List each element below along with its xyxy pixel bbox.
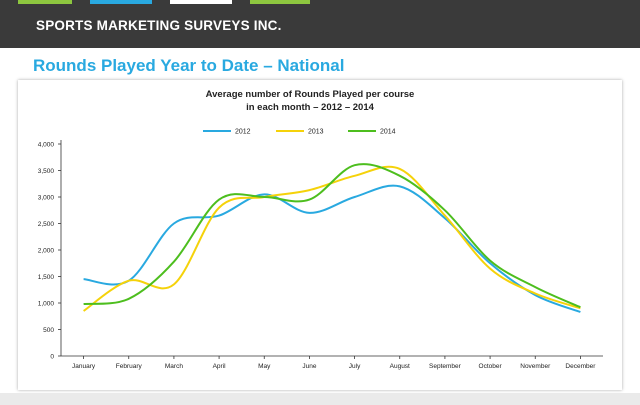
section-title: Rounds Played Year to Date – National xyxy=(33,56,345,75)
line-chart: Average number of Rounds Played per cour… xyxy=(38,89,603,370)
header-stripe-green-2 xyxy=(250,0,310,4)
series-line-2014 xyxy=(83,163,581,309)
y-tick-label: 2,000 xyxy=(38,248,55,255)
y-tick-label: 3,000 xyxy=(38,195,55,202)
x-tick-label: September xyxy=(429,363,462,370)
chart-panel: Average number of Rounds Played per cour… xyxy=(18,80,622,390)
header-stripe-white xyxy=(170,0,232,4)
x-tick-label: February xyxy=(116,363,143,370)
footer-band xyxy=(0,393,640,405)
chart-legend: 2012 2013 2014 xyxy=(203,129,396,136)
chart-axes: 0 500 1,000 1,500 2,000 2,500 3,000 3,500 4,000 J… xyxy=(38,140,603,370)
y-tick-label: 500 xyxy=(43,327,54,334)
chart-title: Average number of Rounds Played per cour… xyxy=(206,89,415,100)
legend-label-2014: 2014 xyxy=(380,129,396,136)
x-tick-label: August xyxy=(390,363,410,370)
y-tick-label: 1,500 xyxy=(38,274,55,281)
x-tick-label: March xyxy=(165,363,183,370)
header-stripe-green xyxy=(18,0,72,4)
x-tick-label: May xyxy=(258,363,271,370)
x-tick-label: November xyxy=(520,363,551,370)
x-tick-label: June xyxy=(302,363,316,370)
legend-label-2012: 2012 xyxy=(235,129,251,136)
y-tick-label: 4,000 xyxy=(38,142,55,149)
chart-plot-area xyxy=(83,163,581,313)
series-line-2013 xyxy=(83,165,581,312)
y-tick-label: 3,500 xyxy=(38,168,55,175)
x-tick-label: December xyxy=(565,363,596,370)
series-line-2012 xyxy=(83,184,581,313)
x-tick-label: October xyxy=(479,363,503,370)
y-tick-label: 2,500 xyxy=(38,221,55,228)
x-tick-label: April xyxy=(213,363,227,370)
x-tick-label: January xyxy=(72,363,96,370)
brand-name: SPORTS MARKETING SURVEYS INC. xyxy=(36,18,282,33)
header-bar: SPORTS MARKETING SURVEYS INC. xyxy=(0,0,640,48)
x-tick-label: July xyxy=(349,363,361,370)
legend-label-2013: 2013 xyxy=(308,129,324,136)
header-stripe-blue xyxy=(90,0,152,4)
chart-subtitle: in each month – 2012 – 2014 xyxy=(246,102,375,113)
y-tick-label: 0 xyxy=(50,354,54,361)
y-tick-label: 1,000 xyxy=(38,301,55,308)
